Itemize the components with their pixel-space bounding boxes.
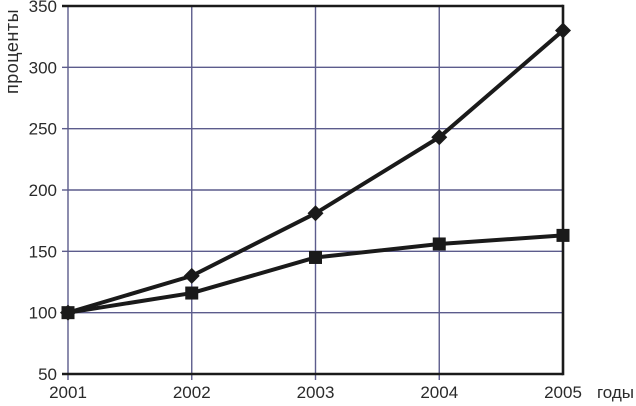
y-axis-title: проценты — [2, 8, 22, 94]
x-tick-label: 2001 — [49, 383, 87, 402]
square-marker — [556, 228, 570, 242]
diamond-marker — [555, 22, 571, 39]
y-tick-label: 350 — [29, 0, 57, 16]
x-tick-label: 2002 — [173, 383, 211, 402]
x-axis-title: годы — [596, 383, 634, 402]
y-tick-label: 150 — [29, 242, 57, 261]
square-marker — [432, 237, 446, 251]
y-tick-label: 100 — [29, 304, 57, 323]
x-tick-label: 2005 — [544, 383, 582, 402]
square-marker — [61, 306, 75, 320]
diamond-marker — [431, 129, 448, 146]
x-tick-label: 2003 — [297, 383, 335, 402]
diamond-marker — [183, 267, 200, 284]
y-tick-label: 250 — [29, 120, 57, 139]
square-marker — [309, 250, 322, 264]
y-tick-label: 300 — [29, 58, 57, 77]
square-marker — [185, 286, 199, 300]
y-tick-label: 200 — [29, 181, 57, 200]
x-tick-label: 2004 — [420, 383, 458, 402]
y-tick-label: 50 — [38, 365, 57, 384]
diamond-marker — [307, 205, 324, 222]
